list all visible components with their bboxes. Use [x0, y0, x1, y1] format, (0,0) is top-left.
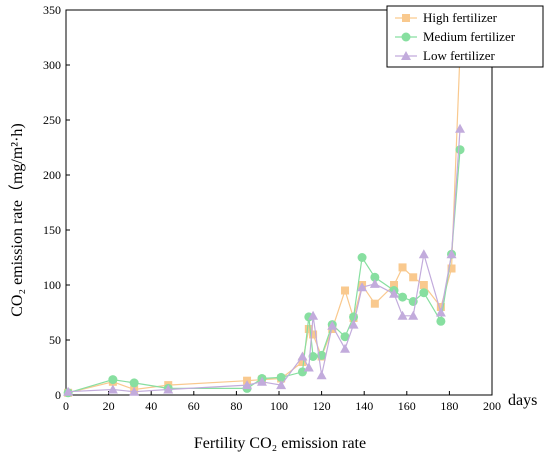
- data-point-medium-fertilizer: [129, 378, 139, 388]
- data-point-high-fertilizer: [298, 358, 307, 366]
- data-point-low-fertilizer: [316, 370, 327, 380]
- data-point-high-fertilizer: [409, 273, 418, 282]
- y-tick-label: 50: [49, 333, 61, 347]
- x-tick-label: 100: [270, 399, 288, 413]
- data-point-low-fertilizer: [308, 310, 319, 320]
- y-tick-label: 150: [43, 223, 61, 237]
- data-point-low-fertilizer: [303, 362, 314, 372]
- data-point-high-fertilizer: [370, 299, 379, 308]
- legend-marker-low-fertilizer: [401, 51, 411, 60]
- x-tick-label: 180: [440, 399, 458, 413]
- legend-label-low-fertilizer: Low fertilizer: [423, 48, 495, 63]
- legend-label-high-fertilizer: High fertilizer: [423, 10, 498, 25]
- legend-item-medium-fertilizer: Medium fertilizer: [395, 29, 516, 44]
- data-point-medium-fertilizer: [276, 372, 286, 382]
- data-point-medium-fertilizer: [419, 288, 429, 298]
- data-point-medium-fertilizer: [308, 352, 318, 361]
- x-tick-label: 20: [103, 399, 115, 413]
- x-axis-title: Fertility CO₂ emission rate: [194, 435, 366, 452]
- data-point-high-fertilizer: [398, 263, 407, 272]
- ticks: 0 20 40 60 80 100 120 140 160 180 200 0 50 100 150 200 2…: [43, 3, 501, 413]
- data-point-low-fertilizer: [357, 282, 368, 292]
- data-point-medium-fertilizer: [398, 292, 408, 302]
- series-layer: [63, 47, 466, 398]
- data-point-high-fertilizer: [447, 264, 456, 273]
- data-point-high-fertilizer: [419, 281, 428, 289]
- data-point-low-fertilizer: [163, 384, 174, 394]
- data-point-medium-fertilizer: [436, 316, 446, 326]
- data-point-low-fertilizer: [397, 310, 408, 320]
- data-point-high-fertilizer: [436, 303, 445, 311]
- x-tick-label: 0: [63, 399, 69, 413]
- y-axis-title: CO₂ emission rate（mg/m²·h): [8, 123, 26, 316]
- data-point-medium-fertilizer: [455, 145, 465, 155]
- data-point-low-fertilizer: [256, 376, 267, 386]
- x-tick-label: 200: [483, 399, 501, 413]
- x-tick-label: 120: [313, 399, 331, 413]
- data-point-low-fertilizer: [348, 319, 359, 329]
- data-point-low-fertilizer: [340, 343, 351, 353]
- legend-item-high-fertilizer: High fertilizer: [395, 10, 498, 25]
- data-point-low-fertilizer: [435, 307, 446, 317]
- data-point-medium-fertilizer: [340, 332, 350, 342]
- data-point-low-fertilizer: [418, 249, 429, 259]
- legend-marker-medium-fertilizer: [401, 32, 411, 42]
- y-tick-label: 350: [43, 3, 61, 17]
- data-point-low-fertilizer: [107, 384, 118, 394]
- x-tick-label: 140: [355, 399, 373, 413]
- y-tick-label: 300: [43, 58, 61, 72]
- data-point-low-fertilizer: [276, 380, 287, 390]
- y-tick-label: 0: [55, 388, 61, 402]
- legend-label-medium-fertilizer: Medium fertilizer: [423, 29, 516, 44]
- data-point-high-fertilizer: [341, 286, 350, 295]
- x-tick-label: 60: [188, 399, 200, 413]
- x-tick-label: 40: [145, 399, 157, 413]
- series-low-fertilizer: [63, 123, 466, 396]
- data-point-low-fertilizer: [446, 249, 457, 259]
- data-point-low-fertilizer: [389, 288, 400, 298]
- y-tick-label: 200: [43, 168, 61, 182]
- series-line-low-fertilizer: [68, 128, 461, 393]
- data-point-medium-fertilizer: [370, 272, 380, 282]
- data-point-high-fertilizer: [390, 281, 399, 289]
- plot-area: [65, 9, 493, 396]
- data-point-low-fertilizer: [455, 123, 466, 133]
- legend-item-low-fertilizer: Low fertilizer: [395, 48, 495, 63]
- legend: High fertilizer Medium fertilizer Low fert…: [386, 5, 544, 68]
- y-tick-label: 250: [43, 113, 61, 127]
- data-point-low-fertilizer: [369, 278, 380, 288]
- legend-marker-high-fertilizer: [402, 14, 410, 22]
- series-line-high-fertilizer: [67, 51, 461, 394]
- series-high-fertilizer: [64, 47, 465, 397]
- x-tick-label: 160: [398, 399, 416, 413]
- data-point-low-fertilizer: [408, 310, 419, 320]
- data-point-medium-fertilizer: [108, 375, 118, 385]
- y-tick-label: 100: [43, 278, 61, 292]
- data-point-high-fertilizer: [304, 325, 313, 333]
- data-point-low-fertilizer: [327, 320, 338, 330]
- data-point-low-fertilizer: [297, 351, 308, 361]
- x-tick-label: 80: [230, 399, 242, 413]
- data-point-medium-fertilizer: [357, 253, 367, 262]
- data-point-low-fertilizer: [129, 386, 140, 396]
- x-axis-unit-label: days: [508, 392, 537, 409]
- data-point-high-fertilizer: [309, 330, 318, 339]
- data-point-low-fertilizer: [242, 380, 253, 390]
- plot-frame: [65, 9, 493, 396]
- data-point-low-fertilizer: [63, 386, 74, 396]
- data-point-medium-fertilizer: [297, 367, 307, 377]
